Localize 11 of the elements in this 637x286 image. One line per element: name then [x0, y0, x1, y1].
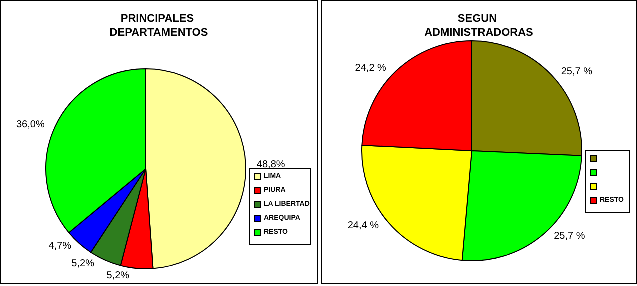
- data-label: 36,0%: [16, 119, 45, 130]
- data-label: 48,8%: [256, 160, 286, 171]
- data-label: 25,7 %: [554, 231, 586, 242]
- data-label: 4,7%: [48, 241, 72, 252]
- data-label: 5,2%: [106, 270, 130, 282]
- data-label: 25,7 %: [561, 66, 593, 78]
- data-label: 24,2 %: [355, 62, 387, 74]
- chart-title: SEGUN ADMINISTRADORAS: [424, 13, 534, 39]
- chart-title: PRINCIPALES DEPARTAMENTOS: [110, 13, 208, 39]
- data-label: 5,2%: [72, 258, 95, 270]
- data-label: 24,4 %: [348, 220, 380, 232]
